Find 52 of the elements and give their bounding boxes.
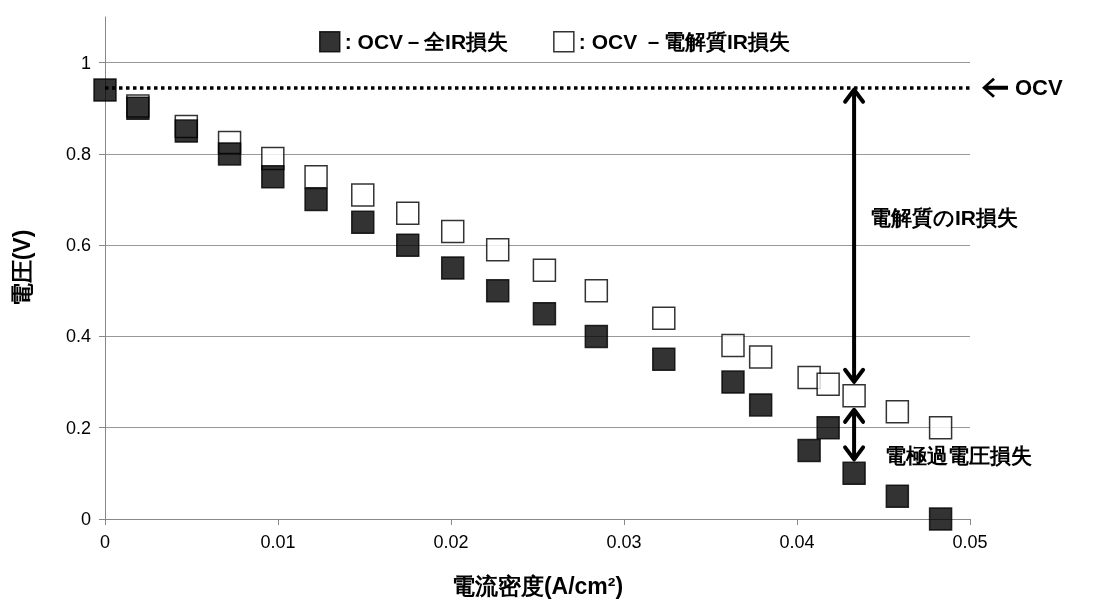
point (885, 484, 910, 508)
point (485, 279, 510, 303)
point (532, 301, 557, 326)
point (928, 415, 953, 440)
x-tick-label: 0.01 (260, 532, 296, 552)
legend-label: : OCV－全IR損失 (344, 30, 509, 54)
y-axis-title: 電圧(V) (8, 229, 35, 307)
point (304, 164, 328, 189)
point (93, 78, 117, 102)
x-tick-label: 0.04 (779, 532, 815, 552)
point (532, 258, 557, 283)
point (440, 256, 465, 280)
point (652, 347, 676, 372)
point (304, 187, 328, 212)
point (174, 119, 199, 143)
point (261, 164, 285, 189)
point (816, 372, 840, 397)
point (721, 370, 745, 394)
x-tick-label: 0.03 (606, 532, 642, 552)
point (842, 461, 866, 486)
point (748, 393, 773, 417)
point (748, 345, 773, 369)
y-tick-label: 0.8 (65, 143, 91, 164)
ref-line-label: OCV (1015, 75, 1063, 101)
point (928, 507, 953, 531)
point (485, 238, 510, 262)
point (217, 142, 242, 166)
point (440, 219, 465, 244)
point (885, 400, 910, 424)
y-tick-label: 0.2 (65, 417, 91, 438)
point (721, 333, 745, 358)
y-tick-label: 0 (80, 509, 91, 529)
point (351, 183, 375, 207)
point (584, 324, 609, 349)
annotation: 電解質のIR損失 (870, 205, 1018, 230)
x-tick-label: 0 (99, 532, 111, 552)
point (396, 233, 420, 257)
point (816, 415, 840, 440)
x-axis-title: 電流密度(A/cm²) (451, 572, 624, 599)
point (396, 201, 420, 225)
point (797, 438, 821, 463)
y-tick-label: 0.6 (65, 235, 91, 256)
point (584, 279, 609, 303)
y-tick-label: 1 (80, 52, 91, 73)
point (351, 210, 375, 235)
point (652, 306, 676, 330)
annotation: 電極過電圧損失 (885, 443, 1032, 467)
x-tick-label: 0.05 (952, 532, 988, 552)
point (842, 384, 866, 408)
x-tick-label: 0.02 (433, 532, 469, 552)
legend-label: : OCV －電解質IR損失 (578, 30, 790, 55)
y-tick-label: 0.4 (65, 326, 91, 347)
